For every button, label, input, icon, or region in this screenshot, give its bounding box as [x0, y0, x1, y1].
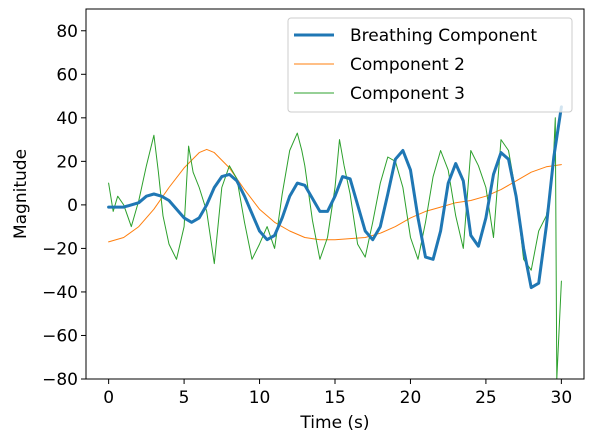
y-tick-label: 60	[56, 65, 78, 85]
legend-label-2: Component 2	[350, 55, 465, 75]
y-tick-label: −60	[42, 326, 78, 346]
x-tick-label: 30	[551, 388, 573, 408]
y-tick-label: −40	[42, 283, 78, 303]
y-tick-label: −80	[42, 370, 78, 390]
y-tick-label: −20	[42, 239, 78, 259]
x-tick-label: 0	[103, 388, 114, 408]
y-tick-label: 20	[56, 152, 78, 172]
legend: Breathing Component Component 2 Component …	[287, 17, 573, 113]
y-tick-label: 0	[67, 196, 78, 216]
legend-label-1: Breathing Component	[350, 26, 537, 46]
x-axis-label: Time (s)	[299, 413, 369, 433]
legend-box	[287, 17, 573, 113]
x-tick-label: 15	[324, 388, 346, 408]
legend-label-3: Component 3	[350, 84, 465, 104]
x-tick-label: 10	[249, 388, 271, 408]
plot-area	[107, 105, 563, 379]
y-tick-label: 80	[56, 22, 78, 42]
series-line-3	[108, 117, 562, 379]
x-tick-label: 5	[179, 388, 190, 408]
y-tick-label: 40	[56, 109, 78, 129]
x-tick-label: 25	[475, 388, 497, 408]
series-line-1	[107, 105, 563, 290]
x-tick-label: 20	[400, 388, 422, 408]
axes: 0 5 10 15 20 25 30 −80 −60 −40 −20 0 20 40 60 80	[42, 8, 585, 408]
y-axis-label: Magnitude	[11, 149, 31, 239]
series-line-2	[108, 148, 562, 243]
